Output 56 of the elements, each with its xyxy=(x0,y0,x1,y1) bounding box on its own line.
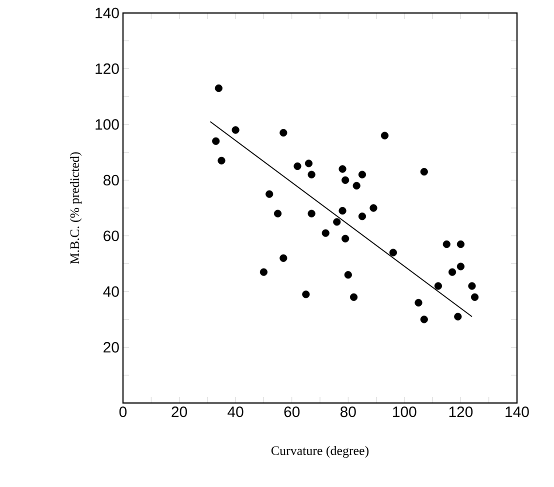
point xyxy=(304,160,313,168)
x-tick-label: 40 xyxy=(228,406,244,418)
x-tick-label: 140 xyxy=(506,406,529,418)
point xyxy=(389,248,397,256)
point xyxy=(294,162,302,170)
point xyxy=(218,156,226,164)
point xyxy=(302,290,310,298)
point xyxy=(260,268,268,276)
x-tick-label: 20 xyxy=(172,406,188,418)
y-axis-title: M.B.C. (% predicted) xyxy=(70,152,82,264)
point xyxy=(342,176,350,184)
point xyxy=(352,182,360,190)
point xyxy=(280,254,288,262)
point xyxy=(308,170,316,178)
point xyxy=(266,190,274,198)
x-tick-label: 100 xyxy=(393,406,416,418)
point xyxy=(344,271,352,279)
point xyxy=(358,212,366,220)
x-tick-label: 120 xyxy=(449,406,473,418)
point xyxy=(448,268,456,276)
point xyxy=(434,282,442,290)
point xyxy=(322,229,330,237)
point xyxy=(333,218,341,226)
x-tick-label: 80 xyxy=(340,406,356,418)
point xyxy=(420,316,428,324)
point xyxy=(442,240,450,248)
point xyxy=(342,234,350,242)
point xyxy=(212,137,220,145)
point xyxy=(274,210,282,218)
point xyxy=(470,293,479,301)
x-axis-title: Curvature (degree) xyxy=(271,446,369,458)
point xyxy=(338,165,346,173)
point xyxy=(214,84,222,92)
point xyxy=(370,204,378,212)
point xyxy=(414,298,422,307)
point xyxy=(280,128,288,137)
point xyxy=(232,126,240,134)
y-tick-label: 60 xyxy=(104,230,119,242)
y-tick-label: 140 xyxy=(96,8,119,18)
point xyxy=(308,210,316,218)
point xyxy=(380,132,389,140)
point xyxy=(358,170,366,178)
x-tick-label: 60 xyxy=(284,406,300,418)
y-tick-label: 20 xyxy=(104,342,119,353)
y-tick-label: 80 xyxy=(104,174,119,186)
point xyxy=(420,168,428,176)
point xyxy=(468,282,476,290)
y-tick-label: 100 xyxy=(96,119,119,130)
point xyxy=(350,293,358,301)
y-tick-label: 120 xyxy=(96,63,119,74)
point xyxy=(338,206,346,215)
y-tick-label: 40 xyxy=(103,286,119,297)
point xyxy=(456,262,465,270)
x-tick-label: 0 xyxy=(119,406,127,418)
point xyxy=(456,240,465,248)
point xyxy=(454,312,462,320)
